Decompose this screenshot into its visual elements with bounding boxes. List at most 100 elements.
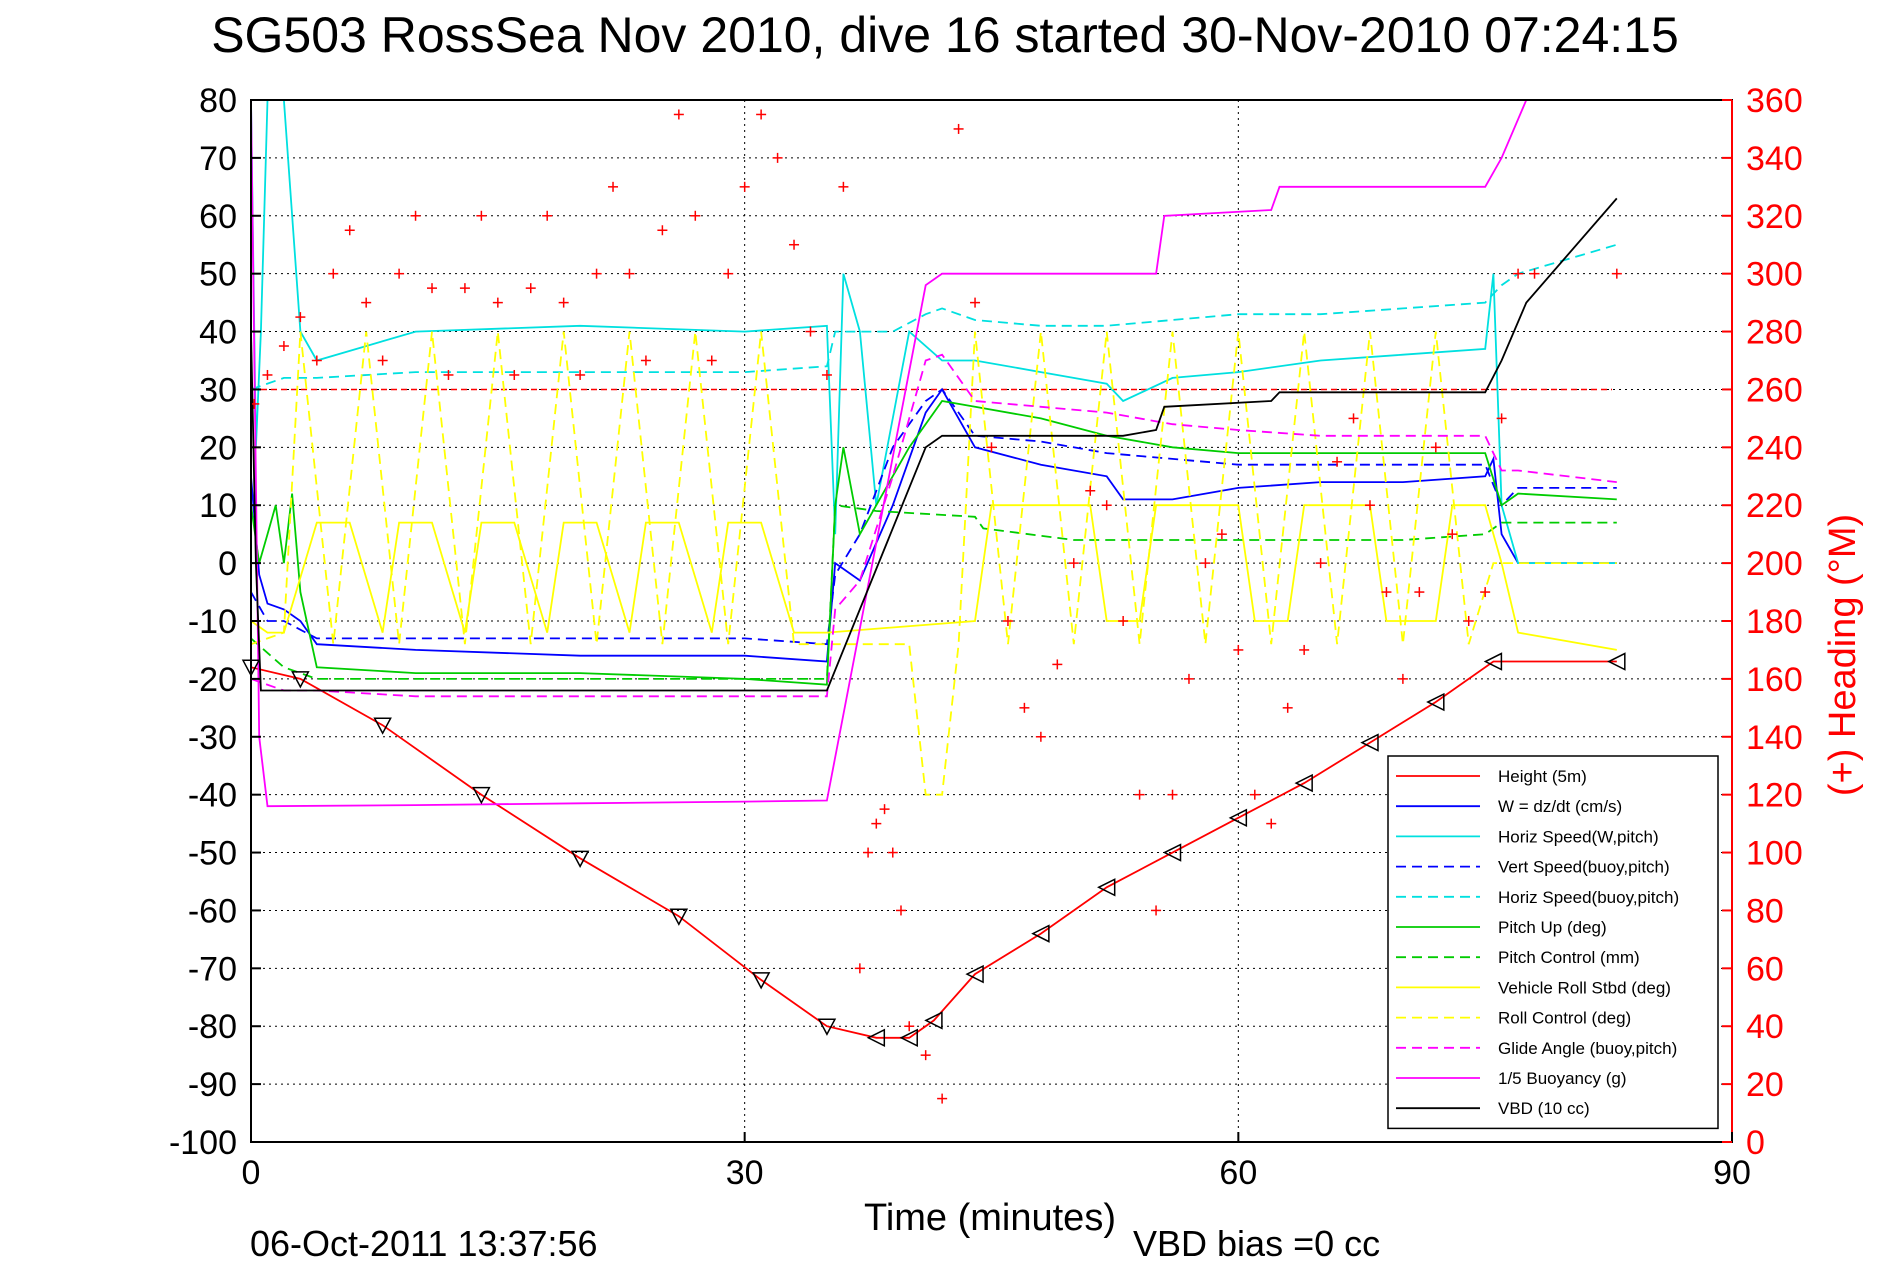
heading-point: [904, 1021, 915, 1032]
heading-point: [1496, 413, 1507, 424]
heading-point: [262, 369, 273, 380]
series-1-5-buoyancy-g: [251, 100, 1528, 808]
y-tick-label: -40: [188, 777, 237, 815]
heading-point: [525, 283, 536, 294]
heading-point: [937, 1093, 948, 1104]
heading-point: [1611, 268, 1622, 279]
x-tick-label: 0: [242, 1154, 261, 1192]
heading-point: [1233, 644, 1244, 655]
y-tick-label: -80: [188, 1008, 237, 1046]
chart-legend: Height (5m) W = dz/dt (cm/s) Horiz Speed(W…: [1387, 755, 1719, 1130]
legend-item: Vert Speed(buoy,pitch): [1396, 858, 1670, 877]
x-tick-label: 90: [1713, 1154, 1751, 1192]
heading-point: [1332, 456, 1343, 467]
y-tick-label: 70: [199, 140, 237, 178]
y2-tick-label: 300: [1746, 256, 1803, 294]
legend-item: Vehicle Roll Stbd (deg): [1396, 978, 1671, 997]
heading-point: [394, 268, 405, 279]
y-tick-label: 10: [199, 487, 237, 525]
y-tick-label: -90: [188, 1066, 237, 1104]
triangle-left-icon: [924, 1011, 943, 1030]
legend-label: Height (5m): [1498, 767, 1587, 786]
y2-tick-label: 360: [1746, 82, 1803, 120]
heading-point: [1348, 413, 1359, 424]
legend-label: Glide Angle (buoy,pitch): [1498, 1039, 1677, 1058]
heading-point: [1430, 442, 1441, 453]
triangle-left-icon: [1097, 878, 1116, 897]
heading-point: [443, 369, 454, 380]
x-tick-label: 60: [1219, 1154, 1257, 1192]
heading-point: [1167, 789, 1178, 800]
heading-point: [476, 210, 487, 221]
legend-label: 1/5 Buoyancy (g): [1498, 1069, 1627, 1088]
triangle-left-icon: [1426, 692, 1445, 712]
y2-tick-label: 0: [1746, 1124, 1765, 1162]
heading-point: [854, 963, 865, 974]
footer-timestamp: 06-Oct-2011 13:37:56: [250, 1223, 598, 1262]
legend-label: W = dz/dt (cm/s): [1498, 797, 1622, 816]
y2-tick-label: 340: [1746, 140, 1803, 178]
heading-point: [492, 297, 503, 308]
y-tick-label: -10: [188, 603, 237, 641]
x-axis-label: Time (minutes): [864, 1197, 1116, 1239]
depth-markers: [241, 652, 1626, 1048]
triangle-down-icon: [751, 972, 771, 990]
x-axis-ticks: 0 30 60 90: [242, 1132, 1751, 1192]
triangle-left-icon: [866, 1028, 886, 1048]
y2-tick-label: 60: [1746, 950, 1784, 988]
triangle-left-icon: [1360, 733, 1379, 752]
triangle-left-icon: [1162, 843, 1182, 862]
heading-point: [723, 268, 734, 279]
heading-point: [251, 398, 260, 409]
y-tick-label: 40: [199, 314, 237, 352]
heading-point: [970, 297, 981, 308]
heading-point: [278, 341, 289, 352]
y-tick-label: 20: [199, 429, 237, 467]
y2-tick-label: 280: [1746, 314, 1803, 352]
heading-point: [789, 239, 800, 250]
heading-point: [1463, 616, 1474, 626]
series-vert-speed-buoy-pitch: [251, 388, 1617, 646]
y2-tick-label: 260: [1746, 371, 1803, 409]
legend-item: Height (5m): [1396, 767, 1587, 786]
heading-point: [1282, 702, 1293, 713]
triangle-left-icon: [1294, 773, 1313, 793]
y-axis-ticks: 80 70 60 50 40 30 20 10 0 -10 -20 -30 -40 -50 -60 -70 -8…: [169, 82, 261, 1162]
x-tick-label: 30: [726, 1154, 764, 1192]
legend-box: [1387, 755, 1719, 1130]
heading-point: [459, 283, 470, 294]
heading-point: [657, 225, 668, 236]
heading-point: [1381, 587, 1392, 598]
legend-label: Vert Speed(buoy,pitch): [1498, 858, 1670, 877]
series-height-5m: [251, 660, 1617, 1039]
heading-point: [1299, 644, 1310, 655]
chart-title: SG503 RossSea Nov 2010, dive 16 started …: [211, 7, 1679, 63]
heading-point: [1068, 558, 1079, 569]
legend-item: Horiz Speed(buoy,pitch): [1396, 888, 1679, 907]
heading-point: [739, 181, 750, 192]
y2-tick-label: 240: [1746, 429, 1803, 467]
heading-point: [1216, 529, 1227, 540]
heading-point: [986, 442, 997, 453]
y2-tick-label: 120: [1746, 777, 1803, 815]
heading-point: [558, 297, 569, 308]
heading-point: [1397, 673, 1408, 684]
y2-tick-label: 140: [1746, 719, 1803, 757]
series-roll-control-deg: [251, 331, 1617, 796]
series-horiz-speed-w-pitch: [251, 100, 1617, 564]
y-tick-label: -100: [169, 1124, 237, 1162]
triangle-left-icon: [1228, 808, 1248, 828]
legend-label: Pitch Control (mm): [1498, 948, 1640, 967]
legend-label: Horiz Speed(buoy,pitch): [1498, 888, 1679, 907]
heading-point: [1266, 818, 1277, 829]
series-horiz-speed-buoy-pitch: [251, 243, 1618, 391]
heading-point: [1151, 905, 1162, 916]
y2-tick-label: 320: [1746, 198, 1803, 236]
heading-point: [1183, 673, 1194, 684]
y2-tick-label: 180: [1746, 603, 1803, 641]
y-tick-label: -20: [188, 661, 237, 699]
heading-point: [1447, 529, 1458, 540]
footer-vbd-bias: VBD bias =0 cc: [1133, 1223, 1380, 1262]
legend-label: Pitch Up (deg): [1498, 918, 1607, 937]
